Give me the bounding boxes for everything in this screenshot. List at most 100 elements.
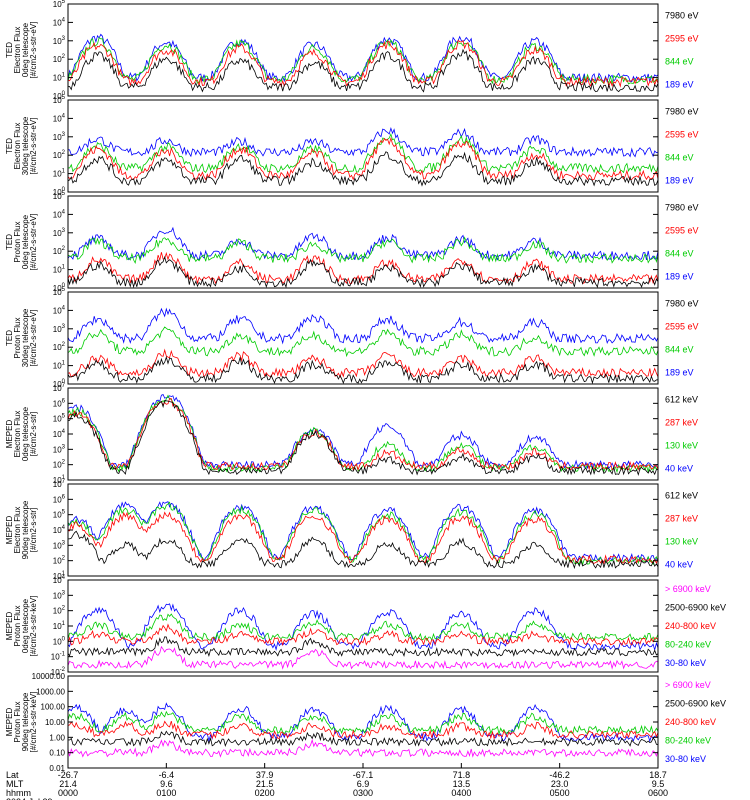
y-axis-label-line-2: Electron Flux: [13, 27, 22, 74]
series-line-3: [67, 397, 659, 471]
legend-label-4: 189 eV: [665, 176, 694, 186]
series-line-2: [67, 133, 659, 174]
y-axis-label-line-4: [#/cm2-s-str-eV]: [29, 118, 38, 175]
x-tick-hhmm-1: 0100: [156, 788, 176, 798]
y-tick-label-4: 104: [53, 209, 66, 219]
legend-label-4: 80-240 keV: [665, 639, 711, 649]
legend-label-2: 287 keV: [665, 418, 698, 428]
x-row-label-lat: Lat: [6, 770, 19, 780]
legend-label-2: 2500-6900 keV: [665, 603, 726, 613]
y-tick-label-4: 104: [53, 113, 66, 123]
y-axis-label-line-4: [#/cm2-s-str]: [29, 508, 38, 552]
series-line-2: [67, 394, 659, 474]
y-axis-label-line-2: Electron Flux: [13, 507, 22, 554]
series-line-4: [67, 730, 659, 747]
y-axis-label-line-4: [#/cm2-s-str-keV]: [29, 596, 38, 657]
y-axis-label-line-2: Electron Flux: [13, 123, 22, 170]
series-line-3: [67, 251, 659, 285]
legend-label-2: 2595 eV: [665, 226, 699, 236]
panel-frame: [67, 291, 659, 385]
x-tick-lat-1: -6.4: [159, 770, 175, 780]
x-tick-lat-0: -26.7: [58, 770, 79, 780]
y-axis-label-line-3: 30deg telescope: [21, 308, 30, 367]
legend-label-1: > 6900 keV: [665, 584, 711, 594]
series-line-1: [67, 501, 659, 563]
legend-label-2: 2595 eV: [665, 130, 699, 140]
y-tick-label-3: 103: [53, 132, 66, 142]
y-tick-label-4: 104: [53, 17, 66, 27]
panel-6: 101 102 103 104 105 106 107 MEPED Electron Flux 9…: [5, 479, 698, 581]
legend-label-1: 7980 eV: [665, 11, 699, 21]
legend-label-4: 40 keV: [665, 464, 693, 474]
legend-label-5: 30-80 keV: [665, 754, 706, 764]
x-tick-lat-3: -67.1: [353, 770, 374, 780]
y-tick-label-2: 102: [53, 54, 66, 64]
x-row-label-mlt: MLT: [6, 779, 24, 789]
legend-label-3: 130 keV: [665, 441, 698, 451]
y-tick-label-3: 103: [53, 36, 66, 46]
panel-2: 100 101 102 103 104 105 TED Electron Flux 30deg …: [5, 95, 699, 197]
y-axis-label-line-3: 90deg telescope: [21, 692, 30, 751]
y-axis-label-line-2: Proton Flux: [13, 606, 22, 647]
x-row-label-hhmm: hhmm: [6, 788, 31, 798]
series-line-1: [67, 603, 659, 652]
y-tick-label-5: 105: [53, 95, 66, 105]
y-tick-label-4: 105: [53, 510, 66, 520]
series-line-4: [67, 48, 659, 93]
y-axis-label-line-3: 0deg telescope: [21, 22, 30, 77]
series-line-1: [67, 702, 659, 743]
series-line-3: [67, 511, 659, 565]
legend-label-3: 240-800 keV: [665, 717, 716, 727]
y-axis-label-line-1: MEPED: [5, 420, 14, 449]
x-tick-hhmm-3: 0300: [353, 788, 373, 798]
y-tick-label-2: 102: [53, 342, 66, 352]
y-tick-label-1: 10-1: [51, 652, 66, 662]
legend-label-4: 80-240 keV: [665, 735, 711, 745]
legend-label-3: 240-800 keV: [665, 621, 716, 631]
y-tick-label-6: 10000.00: [32, 672, 66, 681]
legend-label-3: 844 eV: [665, 153, 694, 163]
series-line-3: [67, 348, 659, 378]
y-axis-label-line-2: Electron Flux: [13, 411, 22, 458]
y-tick-label-5: 1000.00: [36, 687, 65, 696]
series-line-3: [67, 623, 659, 647]
x-tick-mlt-1: 9.6: [160, 779, 173, 789]
legend-label-2: 287 keV: [665, 514, 698, 524]
y-axis-label-line-1: TED: [5, 234, 14, 250]
y-tick-label-0: 101: [53, 571, 66, 581]
y-tick-label-3: 10.00: [45, 718, 66, 727]
series-line-2: [67, 613, 659, 642]
x-tick-mlt-0: 21.4: [59, 779, 77, 789]
legend-label-1: 7980 eV: [665, 107, 699, 117]
y-tick-label-0: 0.01: [49, 764, 65, 773]
y-tick-label-6: 107: [53, 383, 66, 393]
legend-label-3: 844 eV: [665, 345, 694, 355]
y-tick-label-2: 102: [53, 246, 66, 256]
series-line-4: [67, 355, 659, 385]
y-tick-label-1: 102: [53, 556, 66, 566]
y-tick-label-3: 103: [53, 324, 66, 334]
y-tick-label-5: 105: [53, 191, 66, 201]
y-tick-label-1: 101: [53, 361, 66, 371]
date-label: 2024 Jul 29: [6, 797, 53, 800]
y-tick-label-3: 101: [53, 621, 66, 631]
legend-label-3: 844 eV: [665, 57, 694, 67]
series-line-4: [67, 530, 659, 570]
y-axis-label-line-3: 0deg telescope: [21, 214, 30, 269]
panel-frame: [67, 195, 659, 289]
y-axis-label-line-4: [#/cm2-s-str-eV]: [29, 22, 38, 79]
y-tick-label-2: 100: [53, 636, 66, 646]
x-tick-lat-5: -46.2: [549, 770, 570, 780]
y-tick-label-0: 101: [53, 475, 66, 485]
y-tick-label-5: 106: [53, 494, 66, 504]
y-axis-label-line-4: [#/cm2-s-str-eV]: [29, 310, 38, 367]
y-tick-label-1: 101: [53, 169, 66, 179]
y-axis-label-line-2: Proton Flux: [13, 702, 22, 743]
series-line-2: [67, 236, 659, 265]
y-axis-label-line-4: [#/cm2-s-str-eV]: [29, 214, 38, 271]
series-line-4: [67, 636, 659, 657]
panel-8: 0.01 0.10 1.00 10.00 100.00 1000.00 10000.00 ME…: [5, 672, 726, 773]
y-tick-label-0: 100: [53, 283, 66, 293]
x-tick-mlt-2: 21.5: [256, 779, 274, 789]
x-tick-hhmm-6: 0600: [648, 788, 668, 798]
